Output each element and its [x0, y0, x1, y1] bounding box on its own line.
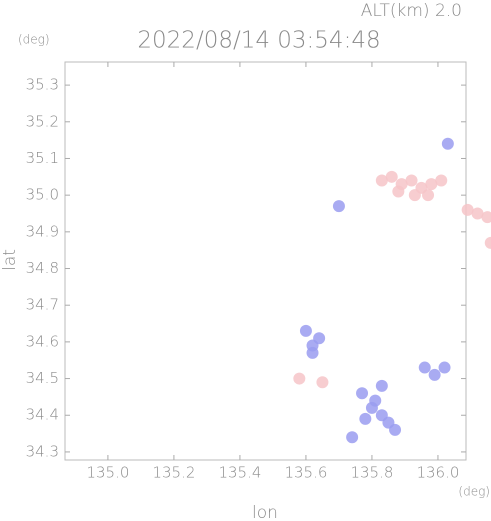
y-tick-label: 34.4	[26, 406, 59, 424]
radar-echo	[313, 332, 326, 345]
y-tick-label: 34.6	[26, 332, 59, 350]
radar-echo	[375, 379, 388, 392]
radar-echo	[461, 203, 474, 216]
altitude-label: ALT(km) 2.0	[361, 1, 462, 21]
radar-echo	[389, 423, 402, 436]
radar-echo	[428, 368, 441, 381]
radar-echo	[306, 346, 319, 359]
y-tick-label: 35.0	[26, 186, 59, 204]
radar-echo	[438, 361, 451, 374]
x-tick-label: 135.8	[350, 464, 393, 482]
y-unit: (deg)	[18, 33, 50, 47]
radar-echo	[425, 178, 438, 191]
radar-echo	[369, 394, 382, 407]
chart-title: 2022/08/14 03:54:48	[137, 28, 380, 54]
radar-echo	[484, 236, 491, 249]
x-axis-label: lon	[252, 503, 278, 521]
radar-echo	[471, 207, 484, 220]
y-axis-label: lat	[0, 249, 20, 271]
y-tick-label: 34.9	[26, 222, 59, 240]
radar-echo	[346, 431, 359, 444]
y-tick-label: 35.2	[26, 112, 59, 130]
radar-echo	[332, 200, 345, 213]
x-tick-label: 135.4	[218, 464, 261, 482]
radar-echo	[481, 211, 491, 224]
plot-frame	[64, 61, 467, 461]
radar-echo	[441, 137, 454, 150]
x-tick-label: 135.6	[284, 464, 327, 482]
radar-echo	[356, 387, 369, 400]
radar-echo	[385, 170, 398, 183]
radar-echo	[375, 174, 388, 187]
x-tick-label: 135.2	[152, 464, 195, 482]
y-tick-label: 34.3	[26, 442, 59, 460]
x-tick-label: 135.0	[86, 464, 129, 482]
radar-echo	[359, 412, 372, 425]
radar-echo	[316, 376, 329, 389]
radar-echo	[392, 185, 405, 198]
y-tick-label: 34.8	[26, 259, 59, 277]
radar-echo	[435, 174, 448, 187]
radar-echo	[422, 189, 435, 202]
y-tick-label: 35.1	[26, 149, 59, 167]
radar-echo	[299, 324, 312, 337]
radar-echo	[408, 189, 421, 202]
radar-echo	[405, 174, 418, 187]
x-tick-label: 136.0	[416, 464, 459, 482]
x-unit: (deg)	[458, 485, 490, 499]
y-tick-label: 34.7	[26, 296, 59, 314]
radar-echo	[293, 372, 306, 385]
y-tick-label: 35.3	[26, 76, 59, 94]
radar-echo	[418, 361, 431, 374]
y-tick-label: 34.5	[26, 369, 59, 387]
